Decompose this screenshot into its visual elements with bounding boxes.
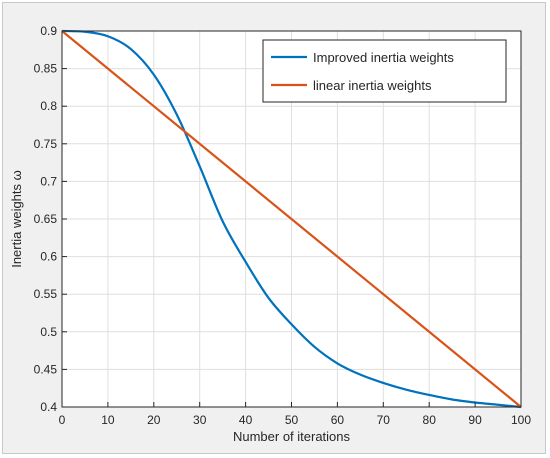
series-lines — [61, 29, 522, 409]
x-tick-label: 10 — [101, 413, 115, 427]
y-tick-label: 0.5 — [40, 325, 57, 339]
x-tick-label: 70 — [377, 413, 391, 427]
y-tick-label: 0.7 — [40, 174, 57, 188]
legend-label-improved: Improved inertia weights — [313, 50, 454, 65]
y-tick-label: 0.75 — [34, 137, 58, 151]
x-tick-label: 0 — [59, 413, 66, 427]
figure-window: 0 10 20 30 40 50 60 70 80 90 100 0.4 0.45 0.5 0.55 0.6… — [2, 2, 546, 454]
y-tick-labels: 0.4 0.45 0.5 0.55 0.6 0.65 0.7 0.75 0.8 0.85 0.9 — [34, 24, 58, 414]
x-tick-label: 30 — [193, 413, 207, 427]
line-chart: 0 10 20 30 40 50 60 70 80 90 100 0.4 0.45 0.5 0.55 0.6… — [9, 24, 532, 444]
axes-box — [61, 30, 522, 408]
y-tick-label: 0.65 — [34, 212, 58, 226]
x-axis-label: Number of iterations — [233, 429, 351, 444]
series-line-1 — [61, 30, 522, 408]
y-tick-label: 0.9 — [40, 24, 57, 38]
series-line-0 — [61, 29, 522, 409]
x-tick-label: 40 — [239, 413, 253, 427]
y-tick-label: 0.4 — [40, 400, 57, 414]
x-tick-label: 60 — [331, 413, 345, 427]
y-tick-label: 0.55 — [34, 287, 58, 301]
x-tick-labels: 0 10 20 30 40 50 60 70 80 90 100 — [59, 413, 532, 427]
y-tick-label: 0.85 — [34, 62, 58, 76]
legend-box — [262, 39, 507, 103]
y-tick-label: 0.8 — [40, 99, 57, 113]
y-tick-label: 0.45 — [34, 362, 58, 376]
legend: Improved inertia weights linear inertia … — [262, 39, 507, 103]
axes-border — [61, 30, 522, 408]
y-tick-label: 0.6 — [40, 250, 57, 264]
legend-label-linear: linear inertia weights — [313, 78, 432, 93]
x-tick-label: 20 — [147, 413, 161, 427]
x-tick-label: 90 — [468, 413, 482, 427]
x-tick-label: 100 — [511, 413, 531, 427]
x-tick-label: 50 — [285, 413, 299, 427]
y-axis-label: Inertia weights ω — [9, 170, 24, 268]
x-tick-label: 80 — [423, 413, 437, 427]
